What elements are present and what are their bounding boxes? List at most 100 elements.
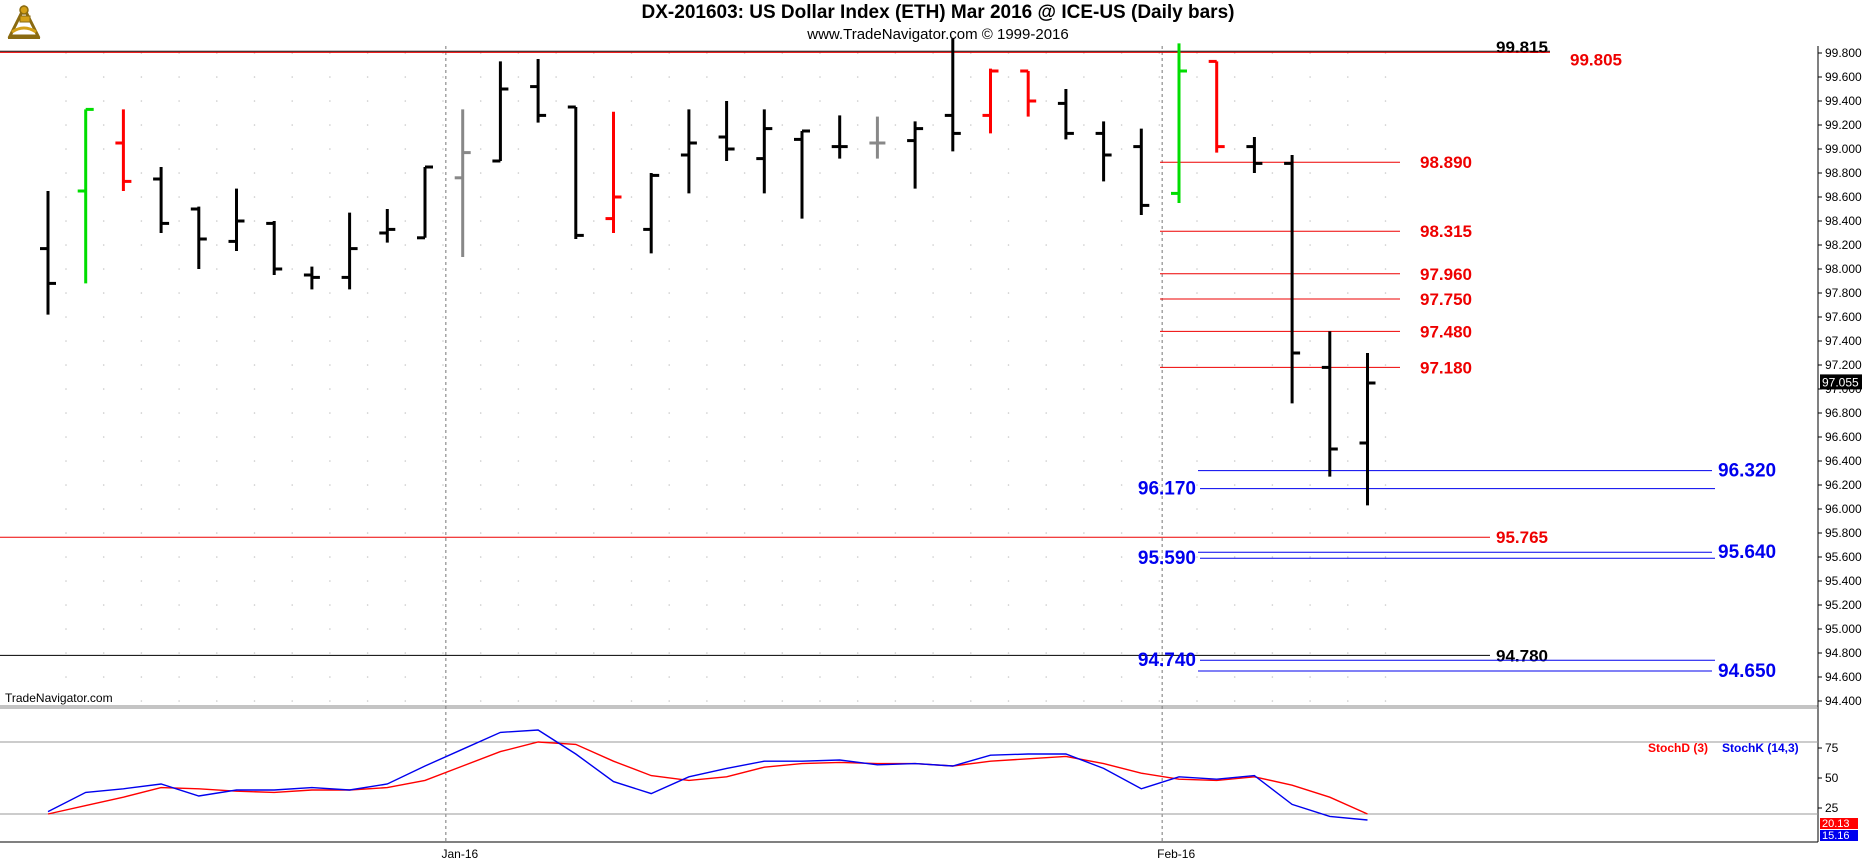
grid-dot bbox=[178, 148, 180, 150]
grid-dot bbox=[1271, 628, 1274, 630]
grid-dot bbox=[216, 460, 218, 462]
grid-dot bbox=[706, 676, 708, 678]
grid-dot bbox=[1271, 676, 1274, 678]
y-tick-label: 95.600 bbox=[1825, 550, 1862, 564]
grid-dot bbox=[1045, 508, 1047, 510]
grid-dot bbox=[630, 244, 633, 246]
grid-dot bbox=[442, 436, 444, 438]
grid-dot bbox=[630, 604, 633, 606]
grid-dot bbox=[140, 172, 143, 174]
grid-dot bbox=[291, 124, 294, 126]
grid-dot bbox=[140, 556, 143, 558]
grid-dot bbox=[1083, 292, 1085, 294]
grid-dot bbox=[1309, 76, 1311, 78]
grid-dot bbox=[1045, 244, 1047, 246]
grid-dot bbox=[1045, 124, 1047, 126]
grid-dot bbox=[1233, 556, 1236, 558]
grid-dot bbox=[404, 580, 407, 582]
stoch-series-line bbox=[47, 741, 1368, 815]
grid-dot bbox=[178, 220, 180, 222]
grid-dot bbox=[856, 532, 859, 534]
grid-dot bbox=[1233, 172, 1236, 174]
grid-dot bbox=[65, 700, 67, 702]
grid-dot bbox=[479, 268, 482, 270]
grid-dot bbox=[291, 508, 294, 510]
grid-dot bbox=[668, 484, 670, 486]
grid-dot bbox=[970, 268, 972, 270]
grid-dot bbox=[517, 388, 520, 390]
grid-dot bbox=[1233, 340, 1236, 342]
grid-dot bbox=[1007, 604, 1010, 606]
grid-dot bbox=[253, 340, 256, 342]
grid-dot bbox=[1158, 436, 1161, 438]
grid-dot bbox=[253, 436, 256, 438]
grid-dot bbox=[404, 556, 407, 558]
y-tick-label: 98.800 bbox=[1825, 166, 1862, 180]
grid-dot bbox=[555, 244, 557, 246]
grid-dot bbox=[970, 508, 972, 510]
grid-dot bbox=[517, 436, 520, 438]
grid-dot bbox=[1045, 268, 1047, 270]
grid-dot bbox=[442, 460, 444, 462]
grid-dot bbox=[65, 604, 67, 606]
grid-dot bbox=[1309, 700, 1311, 702]
grid-dot bbox=[1309, 676, 1311, 678]
grid-dot bbox=[140, 124, 143, 126]
grid-dot bbox=[593, 580, 595, 582]
grid-dot bbox=[630, 268, 633, 270]
grid-dot bbox=[1196, 340, 1198, 342]
last-price-label: 97.055 bbox=[1822, 375, 1859, 389]
grid-dot bbox=[404, 76, 407, 78]
grid-dot bbox=[1007, 364, 1010, 366]
ohlc-bar bbox=[1208, 59, 1225, 153]
y-tick-label: 99.200 bbox=[1825, 118, 1862, 132]
chart-header: DX-201603: US Dollar Index (ETH) Mar 201… bbox=[0, 0, 1876, 46]
grid-dot bbox=[856, 316, 859, 318]
grid-dot bbox=[1120, 292, 1123, 294]
grid-dot bbox=[479, 580, 482, 582]
grid-dot bbox=[1045, 628, 1047, 630]
grid-dot bbox=[970, 652, 972, 654]
grid-dot bbox=[630, 652, 633, 654]
grid-dot bbox=[1045, 556, 1047, 558]
grid-dot bbox=[1196, 244, 1198, 246]
grid-dot bbox=[819, 532, 821, 534]
grid-dot bbox=[630, 124, 633, 126]
grid-dot bbox=[102, 556, 105, 558]
grid-dot bbox=[555, 316, 557, 318]
grid-dot bbox=[781, 100, 784, 102]
grid-dot bbox=[668, 124, 670, 126]
grid-dot bbox=[781, 700, 784, 702]
grid-dot bbox=[781, 172, 784, 174]
grid-dot bbox=[932, 148, 934, 150]
grid-dot bbox=[819, 580, 821, 582]
grid-dot bbox=[894, 76, 897, 78]
grid-dot bbox=[1158, 508, 1161, 510]
grid-dot bbox=[140, 628, 143, 630]
grid-dot bbox=[253, 556, 256, 558]
grid-dot bbox=[479, 172, 482, 174]
grid-dot bbox=[479, 484, 482, 486]
grid-dot bbox=[894, 412, 897, 414]
grid-dot bbox=[178, 676, 180, 678]
grid-dot bbox=[329, 580, 331, 582]
grid-dot bbox=[253, 196, 256, 198]
grid-dot bbox=[932, 628, 934, 630]
grid-dot bbox=[856, 604, 859, 606]
grid-dot bbox=[442, 364, 444, 366]
grid-dot bbox=[442, 76, 444, 78]
grid-dot bbox=[216, 556, 218, 558]
grid-dot bbox=[65, 124, 67, 126]
grid-dot bbox=[1120, 124, 1123, 126]
grid-dot bbox=[593, 100, 595, 102]
grid-dot bbox=[1384, 436, 1387, 438]
grid-dot bbox=[932, 268, 934, 270]
y-tick-label: 97.400 bbox=[1825, 334, 1862, 348]
grid-dot bbox=[1158, 196, 1161, 198]
grid-dot bbox=[819, 172, 821, 174]
grid-dot bbox=[1309, 100, 1311, 102]
grid-dot bbox=[102, 700, 105, 702]
grid-dot bbox=[1233, 292, 1236, 294]
grid-dot bbox=[291, 220, 294, 222]
grid-dot bbox=[1347, 364, 1349, 366]
